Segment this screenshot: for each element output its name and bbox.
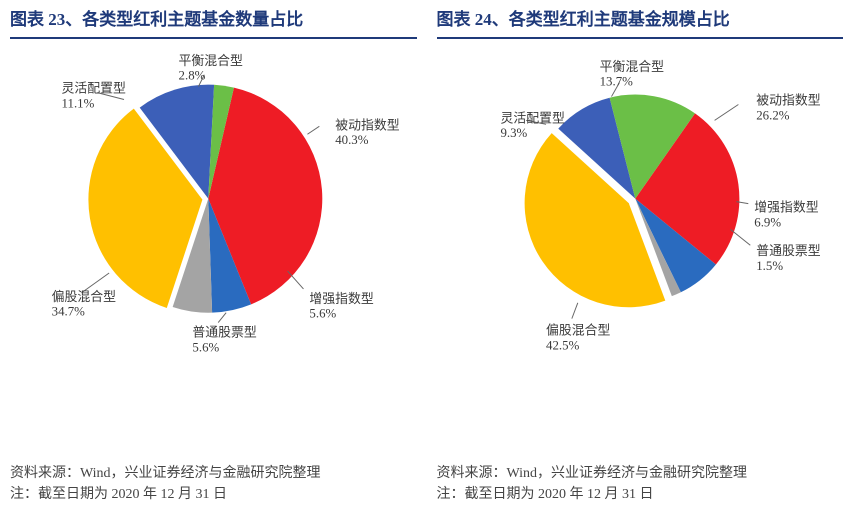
- slice-label-pct: 26.2%: [756, 108, 790, 122]
- slice-label-name: 被动指数型: [335, 118, 400, 132]
- right-title: 图表 24、各类型红利主题基金规模占比: [437, 8, 844, 33]
- slice-label-pct: 5.6%: [192, 340, 219, 354]
- slice-label-pct: 40.3%: [335, 133, 369, 147]
- leader-line: [218, 312, 226, 322]
- right-title-block: 图表 24、各类型红利主题基金规模占比: [437, 8, 844, 39]
- slice-label-name: 增强指数型: [754, 200, 819, 214]
- leader-line: [730, 229, 750, 245]
- slice-label-pct: 2.8%: [179, 68, 206, 82]
- slice-label-pct: 5.6%: [309, 306, 336, 320]
- left-note: 注：截至日期为 2020 年 12 月 31 日: [10, 484, 417, 506]
- leader-line: [714, 104, 738, 120]
- leader-line: [288, 271, 304, 289]
- left-pie-svg: 被动指数型40.3%增强指数型5.6%普通股票型5.6%偏股混合型34.7%灵活…: [10, 45, 416, 362]
- slice-label-pct: 6.9%: [754, 215, 781, 229]
- charts-container: 图表 23、各类型红利主题基金数量占比 被动指数型40.3%增强指数型5.6%普…: [0, 0, 853, 512]
- right-footer: 资料来源：Wind，兴业证券经济与金融研究院整理 注：截至日期为 2020 年 …: [437, 463, 844, 506]
- left-panel: 图表 23、各类型红利主题基金数量占比 被动指数型40.3%增强指数型5.6%普…: [0, 0, 427, 512]
- slice-label-name: 平衡混合型: [179, 53, 244, 67]
- left-chart: 被动指数型40.3%增强指数型5.6%普通股票型5.6%偏股混合型34.7%灵活…: [10, 45, 417, 457]
- slice-label-name: 普通股票型: [192, 325, 257, 339]
- left-title-block: 图表 23、各类型红利主题基金数量占比: [10, 8, 417, 39]
- left-title: 图表 23、各类型红利主题基金数量占比: [10, 8, 417, 33]
- right-source: 资料来源：Wind，兴业证券经济与金融研究院整理: [437, 463, 844, 485]
- slice-label-name: 偏股混合型: [546, 323, 611, 337]
- slice-label-pct: 11.1%: [62, 96, 95, 110]
- right-note: 注：截至日期为 2020 年 12 月 31 日: [437, 484, 844, 506]
- left-source: 资料来源：Wind，兴业证券经济与金融研究院整理: [10, 463, 417, 485]
- slice-label-name: 普通股票型: [756, 244, 821, 258]
- leader-line: [307, 126, 319, 134]
- left-footer: 资料来源：Wind，兴业证券经济与金融研究院整理 注：截至日期为 2020 年 …: [10, 463, 417, 506]
- slice-label-name: 灵活配置型: [500, 111, 565, 125]
- slice-label-name: 被动指数型: [756, 93, 821, 107]
- slice-label-pct: 42.5%: [546, 338, 580, 352]
- leader-line: [571, 302, 577, 318]
- slice-label-pct: 34.7%: [52, 304, 86, 318]
- slice-label-pct: 9.3%: [500, 126, 527, 140]
- slice-label-pct: 13.7%: [599, 74, 633, 88]
- slice-label-pct: 1.5%: [756, 259, 783, 273]
- right-chart: 被动指数型26.2% 增强指数型6.9% 普通股票型1.5% 偏股混合型42.5% 灵活…: [437, 45, 844, 457]
- slice-label-name: 灵活配置型: [62, 81, 127, 95]
- slice-label-name: 偏股混合型: [52, 289, 117, 303]
- slice-label-name: 增强指数型: [309, 291, 374, 305]
- slice-label-name: 平衡混合型: [599, 59, 664, 73]
- right-panel: 图表 24、各类型红利主题基金规模占比 被动指数型26.2% 增强指数型6.9% 普…: [427, 0, 853, 512]
- right-pie-svg: 被动指数型26.2% 增强指数型6.9% 普通股票型1.5% 偏股混合型42.5% 灵活…: [437, 45, 843, 362]
